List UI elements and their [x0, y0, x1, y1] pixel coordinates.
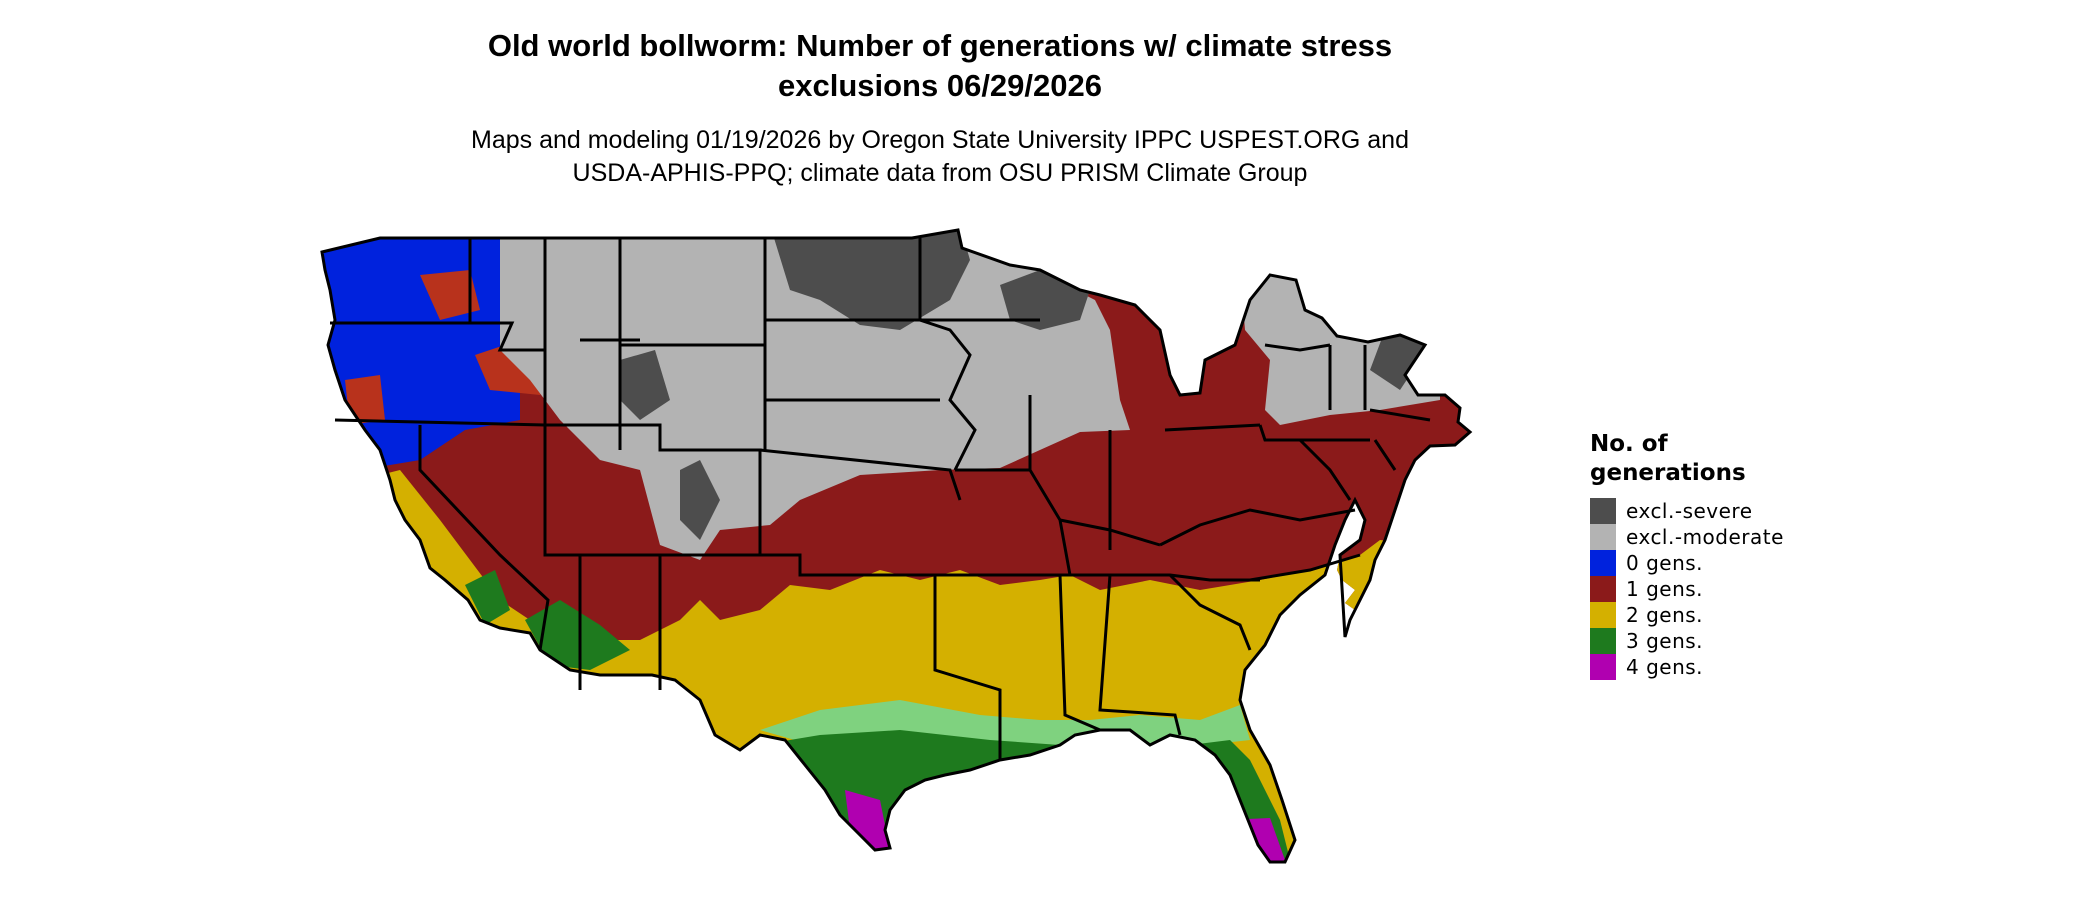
legend-swatch — [1590, 498, 1616, 524]
legend-label: 1 gens. — [1626, 577, 1704, 601]
map-subtitle-line2: USDA-APHIS-PPQ; climate data from OSU PR… — [572, 159, 1308, 187]
legend-swatch — [1590, 524, 1616, 550]
legend-swatch — [1590, 628, 1616, 654]
legend-item: 4 gens. — [1590, 654, 1784, 680]
legend-items: excl.-severe excl.-moderate 0 gens. 1 gens.… — [1590, 498, 1784, 680]
state-boundaries — [320, 228, 1473, 864]
map-title-line2: exclusions 06/29/2026 — [777, 68, 1102, 103]
legend-label: 3 gens. — [1626, 629, 1704, 653]
legend-swatch — [1590, 602, 1616, 628]
legend-title-line1: No. of — [1590, 431, 1668, 457]
legend-label: excl.-severe — [1626, 499, 1753, 523]
zone-excl-severe-mountains — [620, 350, 720, 540]
map-subtitle-line1: Maps and modeling 01/19/2026 by Oregon S… — [471, 126, 1409, 154]
legend-item: 3 gens. — [1590, 628, 1784, 654]
legend-swatch — [1590, 550, 1616, 576]
zone-1-gens-patches-west — [345, 270, 560, 425]
legend-title: No. of generations — [1590, 430, 1784, 488]
zone-4-gens-texas — [845, 790, 890, 855]
zone-excl-severe-maine — [1370, 270, 1460, 390]
legend: No. of generations excl.-severe excl.-mod… — [1590, 430, 1784, 680]
legend-item: excl.-severe — [1590, 498, 1784, 524]
legend-item: excl.-moderate — [1590, 524, 1784, 550]
legend-label: excl.-moderate — [1626, 525, 1784, 549]
legend-label: 4 gens. — [1626, 655, 1704, 679]
legend-title-line2: generations — [1590, 460, 1746, 486]
map-title-line1: Old world bollworm: Number of generation… — [487, 28, 1393, 63]
legend-item: 1 gens. — [1590, 576, 1784, 602]
legend-swatch — [1590, 576, 1616, 602]
legend-label: 2 gens. — [1626, 603, 1704, 627]
zone-2-gens-california — [362, 450, 460, 585]
legend-item: 2 gens. — [1590, 602, 1784, 628]
legend-label: 0 gens. — [1626, 551, 1704, 575]
us-generations-map — [320, 228, 1473, 864]
zone-3-gens-arizona — [525, 600, 630, 670]
legend-swatch — [1590, 654, 1616, 680]
zone-excl-moderate-central — [500, 230, 1130, 560]
zone-3-gens-california — [465, 570, 510, 625]
legend-item: 0 gens. — [1590, 550, 1784, 576]
